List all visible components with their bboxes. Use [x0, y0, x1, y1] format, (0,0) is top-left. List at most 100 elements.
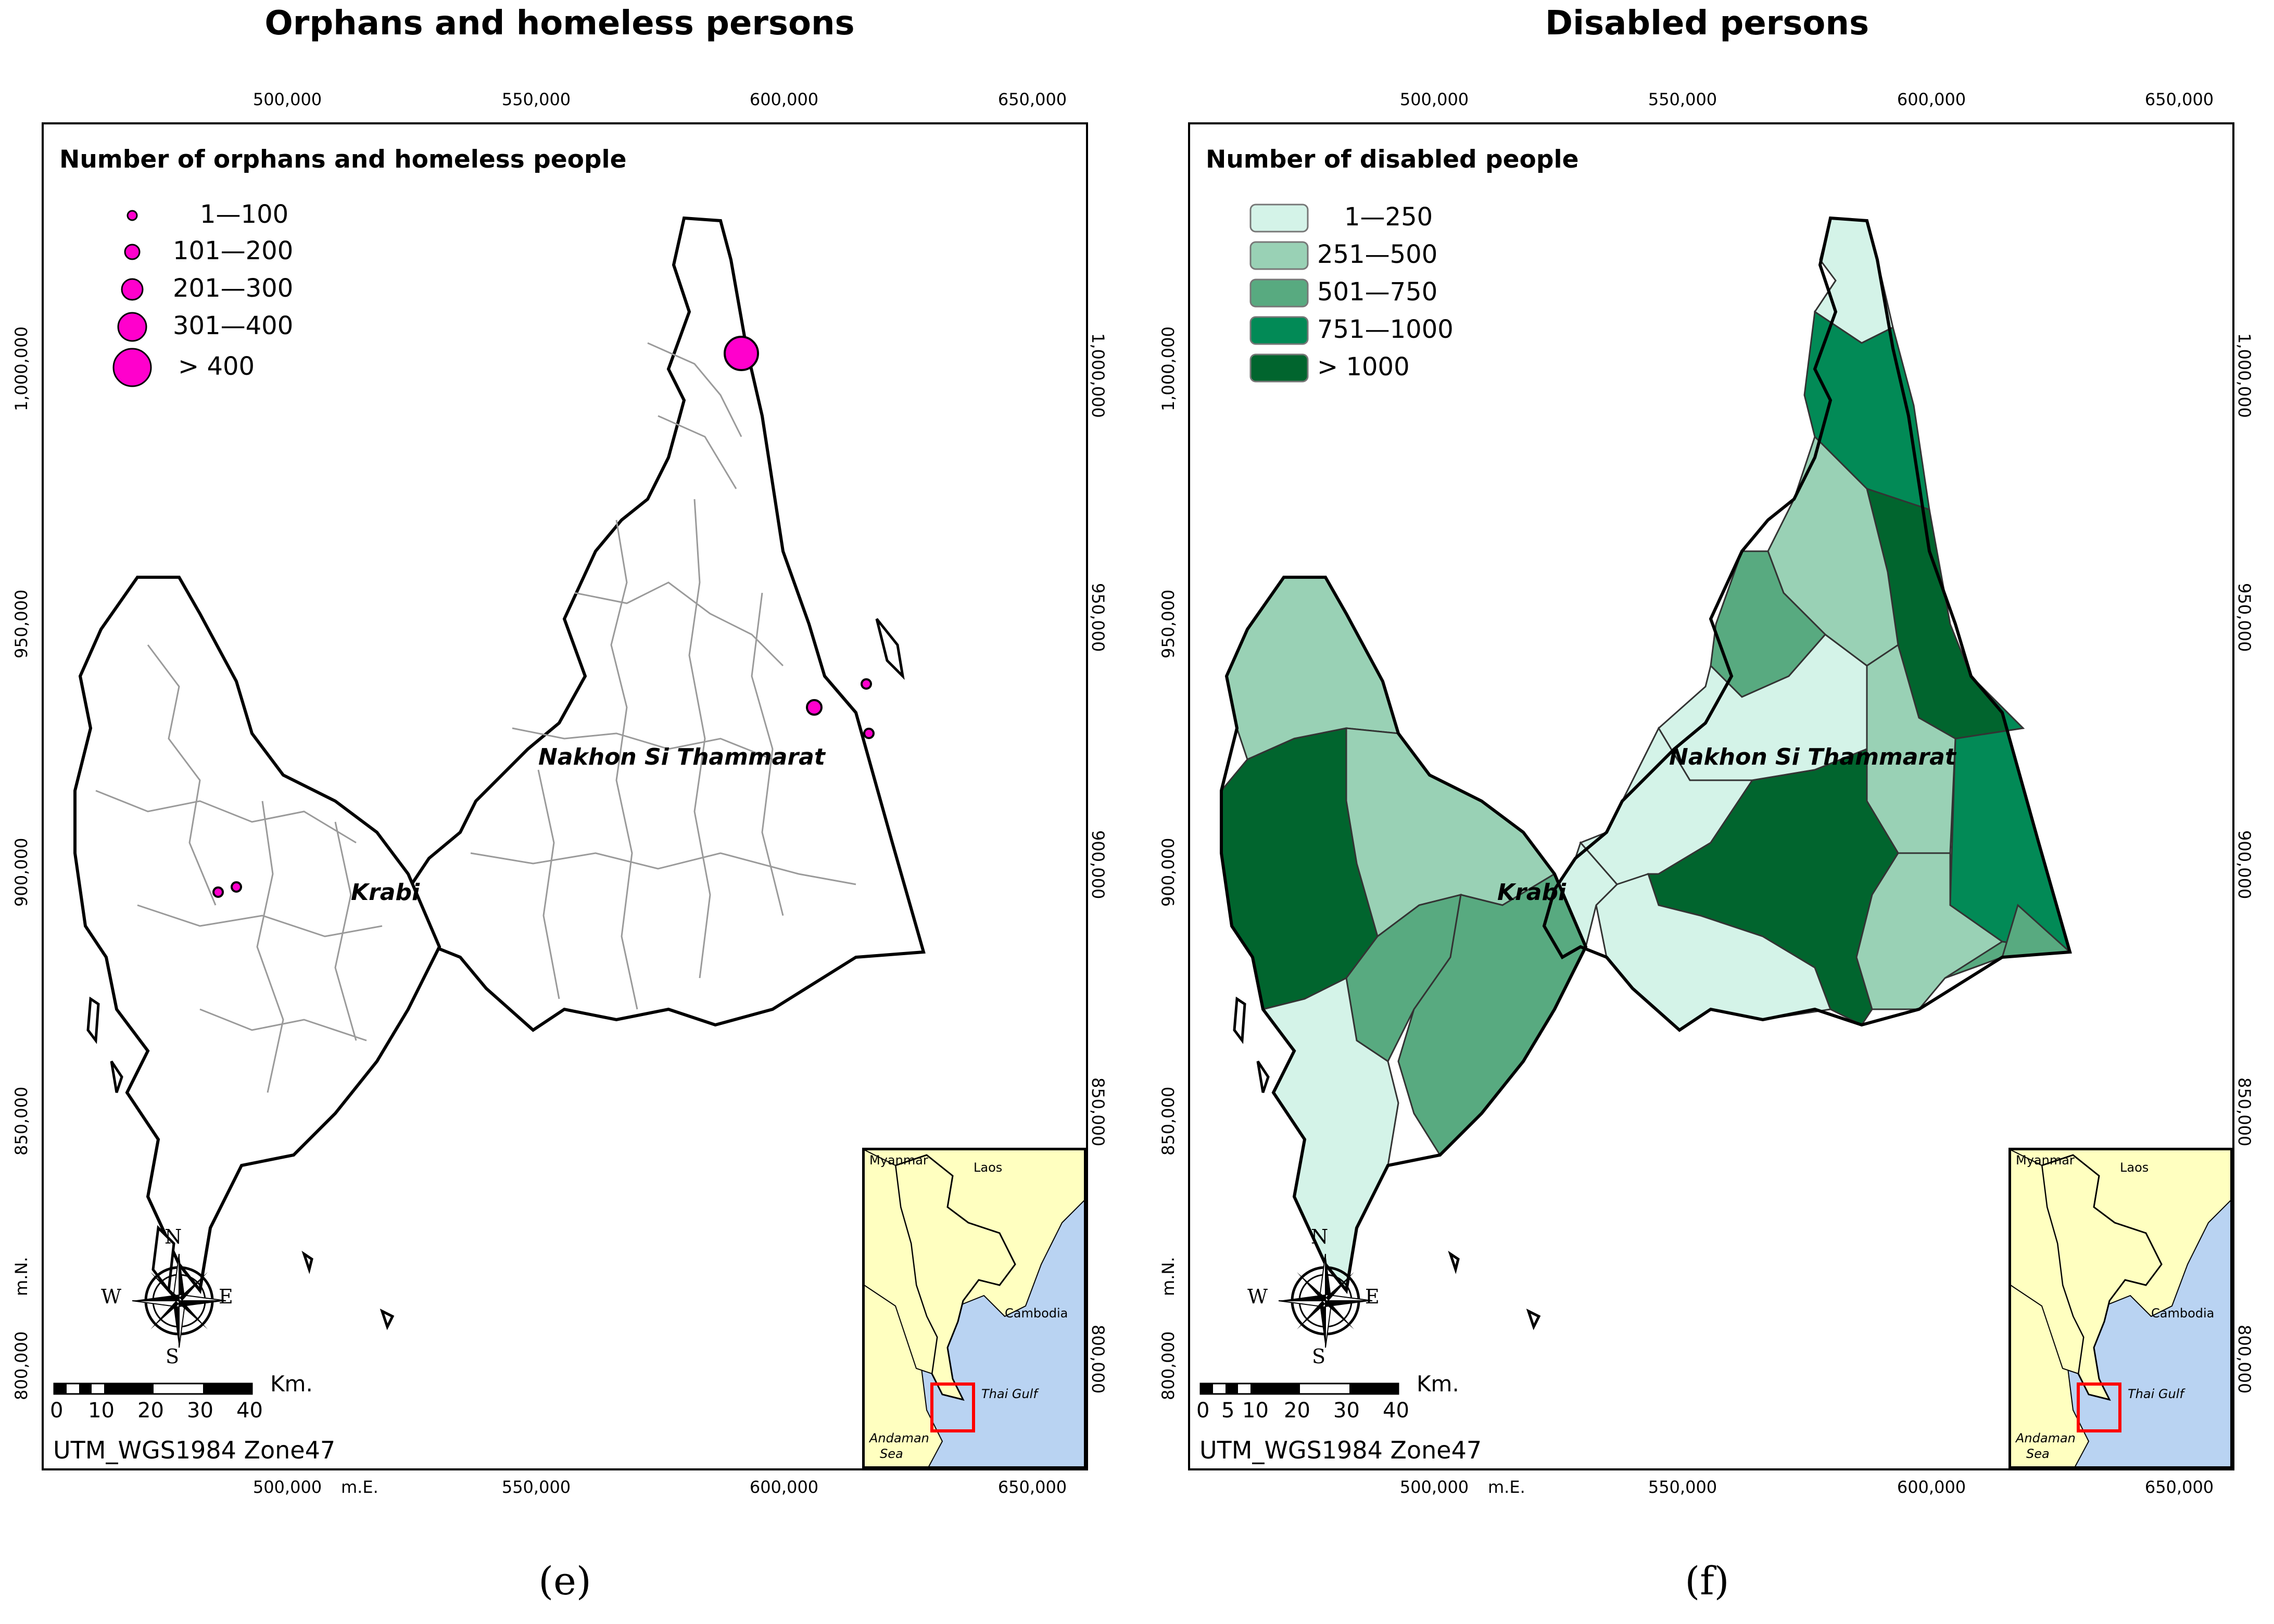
panel-f-ytick-right-900k: 900,000: [2234, 830, 2254, 899]
panel-e-compass-e: E: [219, 1285, 233, 1308]
panel-f-legend-item-4: 751—1000: [1317, 315, 1454, 344]
panel-f-compass-e: E: [1365, 1285, 1380, 1308]
panel-f-xtick-bottom-550k: 550,000: [1648, 1477, 1717, 1497]
panel-e-scale-bar: [53, 1382, 253, 1395]
panel-e-compass: [111, 1233, 247, 1368]
panel-e-inset-andaman: Andaman: [869, 1431, 929, 1445]
panel-f-compass-w: W: [1247, 1285, 1268, 1308]
panel-e-legend-item-3: 201—300: [173, 274, 294, 303]
panel-f-xtick-top-500k: 500,000: [1399, 90, 1469, 109]
panel-f-xtick-top-650k: 650,000: [2144, 90, 2214, 109]
panel-f-legend-item-5: > 1000: [1317, 352, 1410, 382]
panel-e-x-unit: m.E.: [341, 1477, 378, 1497]
panel-f-islands: [1233, 996, 1541, 1330]
panel-f-inset-highlight: [2077, 1382, 2121, 1432]
panel-f-scale-10: 10: [1242, 1399, 1269, 1423]
panel-f-ytick-left-950k: 950,000: [1158, 589, 1178, 658]
panel-f-legend-item-3: 501—750: [1317, 277, 1438, 307]
panel-e-label-krabi: Krabi: [351, 879, 420, 906]
panel-f-map: [1220, 216, 2072, 1330]
panel-e-scale-unit: Km.: [270, 1371, 313, 1397]
panel-f-ytick-right-1000k: 1,000,000: [2234, 333, 2254, 418]
panel-f-legend-swatches: [1249, 204, 1309, 383]
panel-f-ytick-left-800k: 800,000: [1158, 1331, 1178, 1400]
panel-e-inset-sea: Sea: [880, 1447, 903, 1461]
panel-f-ytick-left-1000k: 1,000,000: [1158, 326, 1178, 411]
panel-e-xtick-top-650k: 650,000: [997, 90, 1067, 109]
panel-f-xtick-bottom-500k: 500,000: [1399, 1477, 1469, 1497]
panel-e-legend-item-1: 1—100: [200, 200, 289, 229]
orphan-marker-small: [231, 881, 242, 893]
panel-e-map: [73, 216, 926, 1330]
panel-e-ytick-left-1000k: 1,000,000: [11, 326, 31, 411]
orphan-marker-medium: [806, 699, 823, 716]
panel-e-scale-40: 40: [236, 1399, 263, 1423]
panel-f-xtick-bottom-600k: 600,000: [1897, 1477, 1966, 1497]
panel-f-ytick-left-900k: 900,000: [1158, 838, 1178, 907]
panel-f-xtick-top-550k: 550,000: [1648, 90, 1717, 109]
panel-e-ytick-left-850k: 850,000: [11, 1086, 31, 1156]
orphan-marker-small: [212, 886, 224, 898]
panel-f-scale-0: 0: [1196, 1399, 1210, 1423]
panel-f-map-frame: Number of disabled people 1—250 251—500 …: [1188, 122, 2234, 1470]
panel-e-nakhon-outline: [396, 216, 926, 1032]
panel-f-inset-cambodia: Cambodia: [2151, 1306, 2215, 1321]
panel-f-ytick-right-850k: 850,000: [2234, 1077, 2254, 1147]
panel-f-inset-sea: Sea: [2026, 1447, 2050, 1461]
panel-e-ytick-right-900k: 900,000: [1088, 830, 1108, 899]
panel-f-legend-title: Number of disabled people: [1206, 145, 1579, 174]
panel-f-inset-map: Myanmar Laos Cambodia Thai Gulf Andaman …: [2008, 1148, 2232, 1468]
panel-e-inset-cambodia: Cambodia: [1005, 1306, 1068, 1321]
panel-f-compass-s: S: [1312, 1345, 1326, 1368]
panel-e-orphan-markers: [212, 336, 875, 898]
orphan-marker-small: [863, 728, 875, 739]
panel-f-inset-thai-gulf: Thai Gulf: [2128, 1387, 2184, 1401]
panel-e-xtick-top-500k: 500,000: [252, 90, 322, 109]
panel-f-scale-40: 40: [1383, 1399, 1409, 1423]
panel-e-xtick-bottom-600k: 600,000: [749, 1477, 819, 1497]
panel-f-scale-30: 30: [1333, 1399, 1360, 1423]
panel-e-xtick-top-550k: 550,000: [501, 90, 571, 109]
panel-f-label: (f): [1685, 1559, 1729, 1604]
panel-e-compass-s: S: [166, 1345, 180, 1368]
panel-e-label-nakhon: Nakhon Si Thammarat: [538, 744, 825, 770]
panel-f-inset-laos: Laos: [2120, 1160, 2149, 1175]
panel-e-scale-30: 30: [187, 1399, 213, 1423]
panel-f-legend-item-1: 1—250: [1344, 202, 1433, 232]
panel-e-ytick-left-900k: 900,000: [11, 838, 31, 907]
panel-e-inset-map: Myanmar Laos Cambodia Thai Gulf Andaman …: [862, 1148, 1086, 1468]
panel-e-xtick-bottom-650k: 650,000: [997, 1477, 1067, 1497]
panel-e-legend-item-4: 301—400: [173, 311, 294, 340]
panel-e-scale-20: 20: [137, 1399, 164, 1423]
orphan-marker-large: [724, 336, 759, 371]
panel-f-ytick-right-800k: 800,000: [2234, 1325, 2254, 1394]
panel-e-compass-n: N: [165, 1225, 182, 1248]
panel-e-label: (e): [538, 1559, 591, 1604]
panel-e-inset-myanmar: Myanmar: [869, 1153, 928, 1168]
panel-f-title: Disabled persons: [1545, 4, 1869, 43]
panel-f-ytick-left-850k: 850,000: [1158, 1086, 1178, 1156]
panel-e-ytick-right-950k: 950,000: [1088, 583, 1108, 652]
panel-e-compass-w: W: [101, 1285, 122, 1308]
panel-e-xtick-bottom-550k: 550,000: [501, 1477, 571, 1497]
panel-f-y-unit: m.N.: [1158, 1257, 1178, 1296]
panel-e-y-unit: m.N.: [11, 1257, 31, 1296]
panel-e-map-frame: Number of orphans and homeless people 1—…: [42, 122, 1088, 1470]
panel-e-crs: UTM_WGS1984 Zone47: [53, 1436, 336, 1464]
panel-e-legend-title: Number of orphans and homeless people: [59, 145, 627, 174]
panel-e-scale-10: 10: [88, 1399, 115, 1423]
panel-e-inset-thai-gulf: Thai Gulf: [981, 1387, 1038, 1401]
panel-f-ytick-right-950k: 950,000: [2234, 583, 2254, 652]
panel-e-ytick-left-950k: 950,000: [11, 589, 31, 658]
panel-f-inset-andaman: Andaman: [2016, 1431, 2076, 1445]
panel-f-scale-unit: Km.: [1417, 1371, 1459, 1397]
panel-f-xtick-top-600k: 600,000: [1897, 90, 1966, 109]
panel-e-legend-item-2: 101—200: [173, 236, 294, 265]
panel-f-x-unit: m.E.: [1488, 1477, 1525, 1497]
panel-e-scale-0: 0: [50, 1399, 64, 1423]
panel-e-title: Orphans and homeless persons: [264, 4, 855, 43]
panel-e-inset-highlight: [930, 1382, 975, 1432]
panel-e-inset-laos: Laos: [974, 1160, 1003, 1175]
panel-f-crs: UTM_WGS1984 Zone47: [1199, 1436, 1482, 1464]
panel-f-scale-20: 20: [1284, 1399, 1310, 1423]
